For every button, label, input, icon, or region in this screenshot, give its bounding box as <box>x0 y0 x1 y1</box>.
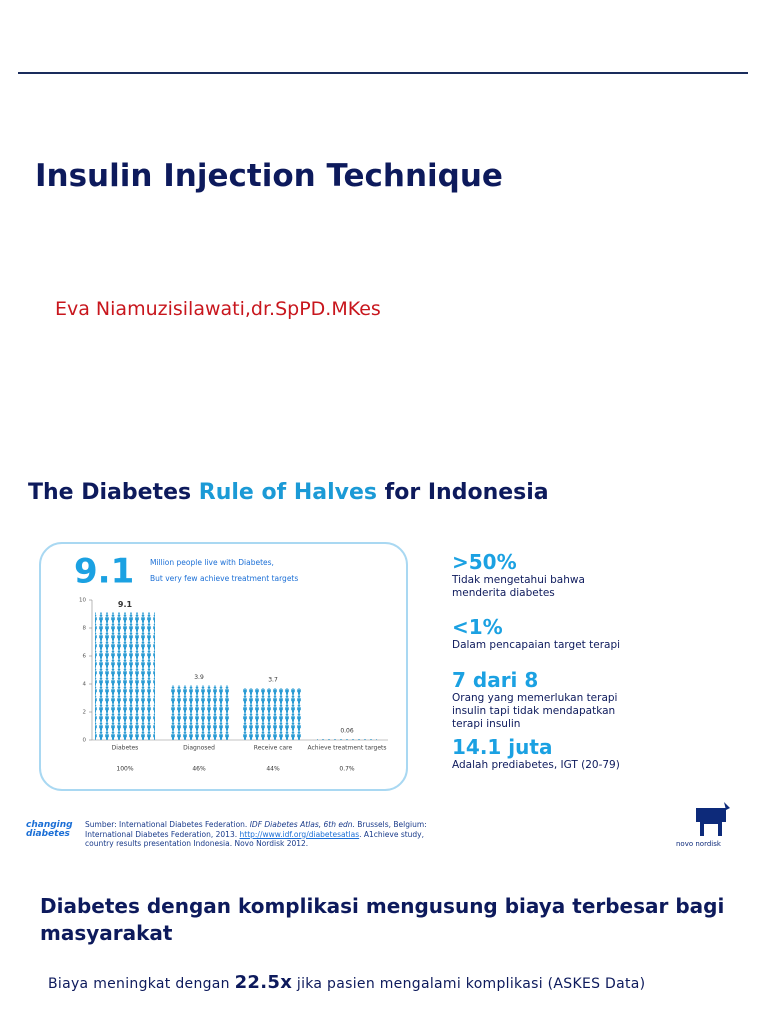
stat-text: Dalam pencapaian target terapi <box>452 639 621 651</box>
note: Biaya meningkat dengan 22.5x jika pasien… <box>48 972 645 993</box>
y-tick-label: 2 <box>83 710 87 716</box>
stat-text: Orang yang memerlukan terapi insulin tap… <box>452 692 618 730</box>
stat: >50% Tidak mengetahui bahwa menderita dia… <box>452 550 627 600</box>
value-label: 3.9 <box>194 674 204 681</box>
share-label: 0.7% <box>339 766 355 773</box>
logo: changing diabetes <box>26 821 73 839</box>
text: for Indonesia <box>377 480 549 505</box>
stat-value: 14.1 juta <box>452 735 553 759</box>
value-label: 3.7 <box>268 677 278 684</box>
bar <box>317 739 377 740</box>
caption: But very few achieve treatment targets <box>150 574 298 583</box>
y-tick-label: 8 <box>83 626 87 632</box>
value-label: 0.06 <box>340 728 354 735</box>
y-tick-label: 4 <box>83 682 87 688</box>
stat-value: 7 dari 8 <box>452 668 539 692</box>
logo-text: diabetes <box>26 829 70 839</box>
stat-text: Adalah prediabetes, IGT (20-79) <box>452 759 620 771</box>
y-tick-label: 10 <box>79 598 86 604</box>
stat: 7 dari 8 Orang yang memerlukan terapi ins… <box>452 668 627 731</box>
text: Brussels, Belgium: International Diabete… <box>85 820 427 839</box>
text: The Diabetes <box>28 480 199 505</box>
text: Biaya meningkat dengan <box>48 976 235 992</box>
bar <box>95 612 155 740</box>
source: Sumber: International Diabetes Federatio… <box>85 820 445 849</box>
heading: Diabetes dengan komplikasi mengusung bia… <box>40 894 725 945</box>
text: IDF Diabetes Atlas, 6th edn. <box>249 820 355 829</box>
logo-icon <box>696 802 730 836</box>
stat: <1% Dalam pencapaian target terapi <box>452 615 627 652</box>
author: Eva Niamuzisilawati,dr.SpPD.MKes <box>55 298 381 320</box>
bar <box>243 688 303 740</box>
y-tick-label: 6 <box>83 654 87 660</box>
x-tick-label: Receive care <box>254 745 293 752</box>
caption: Million people live with Diabetes, <box>150 558 274 567</box>
headline: 9.1 <box>74 552 134 592</box>
highlight: Rule of Halves <box>198 480 377 505</box>
stat: 14.1 juta Adalah prediabetes, IGT (20-79) <box>452 735 627 772</box>
stat-text: Tidak mengetahui bahwa menderita diabete… <box>452 574 585 599</box>
text: jika pasien mengalami komplikasi (ASKES … <box>292 976 646 992</box>
value-label: 9.1 <box>118 600 133 609</box>
bar <box>169 685 229 740</box>
stat-value: >50% <box>452 550 517 574</box>
top-rule <box>18 72 748 74</box>
share-label: 100% <box>116 766 133 773</box>
share-label: 46% <box>192 766 206 773</box>
y-tick-label: 0 <box>83 738 87 744</box>
x-tick-label: Diagnosed <box>183 745 215 752</box>
emphasis: 22.5x <box>234 972 293 993</box>
share-label: 44% <box>266 766 280 773</box>
logo: novo nordisk <box>676 840 721 848</box>
link[interactable]: http://www.idf.org/diabetesatlas <box>239 829 360 839</box>
text: Sumber: International Diabetes Federatio… <box>85 820 250 829</box>
chart: 9.1 Million people live with Diabetes, B… <box>39 542 408 791</box>
logo-text: changing <box>26 820 73 830</box>
title: Insulin Injection Technique <box>35 158 503 194</box>
stat-value: <1% <box>452 615 503 639</box>
text: . A1chieve study, country results presen… <box>85 829 425 849</box>
x-tick-label: Diabetes <box>112 745 139 752</box>
section-title: The Diabetes Rule of Halves for Indonesi… <box>28 480 549 505</box>
x-tick-label: Achieve treatment targets <box>308 745 387 752</box>
